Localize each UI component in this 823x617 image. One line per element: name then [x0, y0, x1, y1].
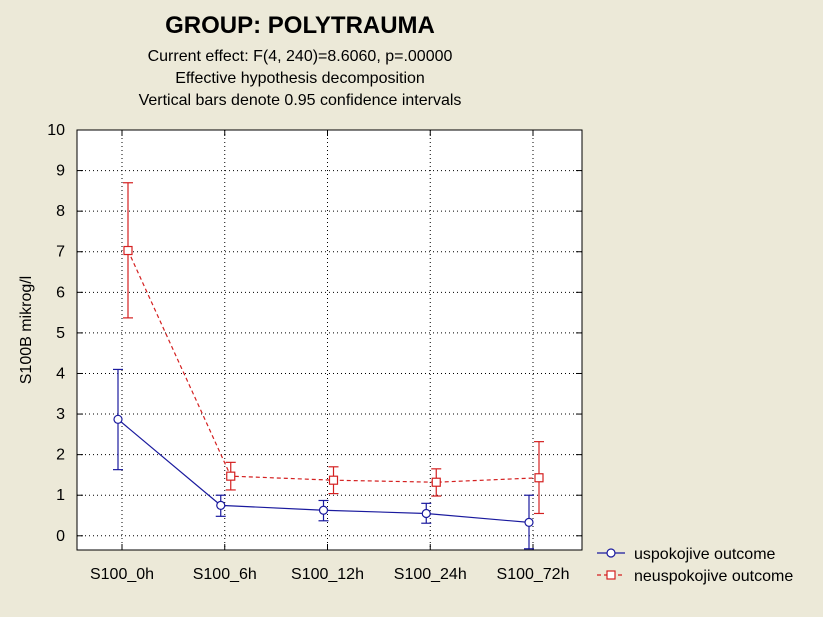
series-uspokojive	[113, 368, 534, 550]
data-point	[431, 477, 441, 487]
y-tick-label: 4	[56, 365, 65, 382]
tick-labels: 0 1 2 3 4 5 6 7 8 9 10 S100_0h S100_6h S100_12h S100_2…	[47, 122, 569, 583]
y-tick-label: 6	[56, 284, 65, 301]
data-point	[216, 500, 226, 510]
y-tick-label: 7	[56, 244, 65, 261]
grid	[77, 129, 582, 550]
chart-title: GROUP: POLYTRAUMA	[165, 12, 435, 39]
y-tick-label: 10	[47, 122, 65, 139]
series-layer	[113, 182, 544, 550]
series-neuspokojive	[123, 182, 544, 515]
x-tick-label: S100_24h	[394, 566, 467, 583]
data-point	[226, 471, 236, 481]
legend-label: uspokojive outcome	[634, 546, 776, 563]
plot-area	[76, 129, 583, 551]
data-point	[123, 245, 133, 256]
y-tick-label: 8	[56, 203, 65, 220]
data-point	[534, 473, 544, 483]
y-tick-label: 0	[56, 528, 65, 545]
y-tick-label: 3	[56, 406, 65, 423]
x-tick-label: S100_6h	[193, 566, 257, 583]
data-point	[113, 414, 123, 424]
y-axis-label: S100B mikrog/l	[18, 276, 35, 385]
x-tick-label: S100_72h	[497, 566, 570, 583]
legend-marker	[606, 548, 616, 558]
legend-label: neuspokojive outcome	[634, 568, 793, 585]
x-tick-label: S100_12h	[291, 566, 364, 583]
legend: uspokojive outcome neuspokojive outcome	[597, 546, 793, 585]
chart-subtitle-ci-note: Vertical bars denote 0.95 confidence int…	[138, 92, 462, 109]
data-point	[318, 505, 329, 515]
legend-item: neuspokojive outcome	[597, 568, 793, 585]
legend-marker	[606, 570, 616, 580]
legend-item: uspokojive outcome	[597, 546, 776, 563]
axis-ticks	[77, 129, 582, 550]
y-tick-label: 5	[56, 325, 65, 342]
y-tick-label: 2	[56, 447, 65, 464]
data-point	[421, 508, 431, 519]
y-tick-label: 9	[56, 163, 65, 180]
data-point	[524, 517, 534, 528]
data-point	[328, 475, 339, 485]
chart-subtitle-decomposition: Effective hypothesis decomposition	[175, 70, 425, 87]
chart-subtitle-effect: Current effect: F(4, 240)=8.6060, p=.000…	[147, 48, 453, 65]
x-tick-label: S100_0h	[90, 566, 154, 583]
y-tick-label: 1	[56, 487, 65, 504]
